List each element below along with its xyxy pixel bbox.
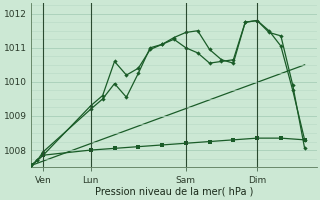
X-axis label: Pression niveau de la mer( hPa ): Pression niveau de la mer( hPa )	[95, 187, 253, 197]
